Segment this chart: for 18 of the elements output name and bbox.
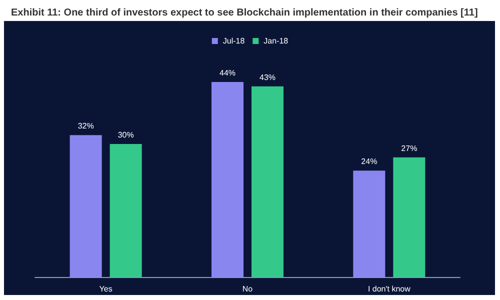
legend-label: Jul-18 <box>222 36 246 46</box>
legend-label: Jan-18 <box>264 36 289 46</box>
bar <box>70 135 102 277</box>
bar <box>353 170 386 277</box>
data-label: 27% <box>401 144 418 153</box>
data-label: 43% <box>259 72 276 82</box>
data-label: 30% <box>118 130 134 140</box>
data-label: 32% <box>78 122 94 131</box>
bar <box>252 86 284 277</box>
x-tick-label: No <box>242 284 254 294</box>
x-tick-label: Yes <box>99 284 112 294</box>
bar <box>212 82 244 277</box>
chart-title: Exhibit 11: One third of investors expect to see Blockchain implementation in their companies [11] <box>11 8 478 18</box>
bar <box>393 157 426 277</box>
bar <box>110 144 142 277</box>
x-tick-label: I don't know <box>368 284 411 294</box>
data-label: 44% <box>219 68 236 78</box>
data-label: 24% <box>361 157 378 166</box>
